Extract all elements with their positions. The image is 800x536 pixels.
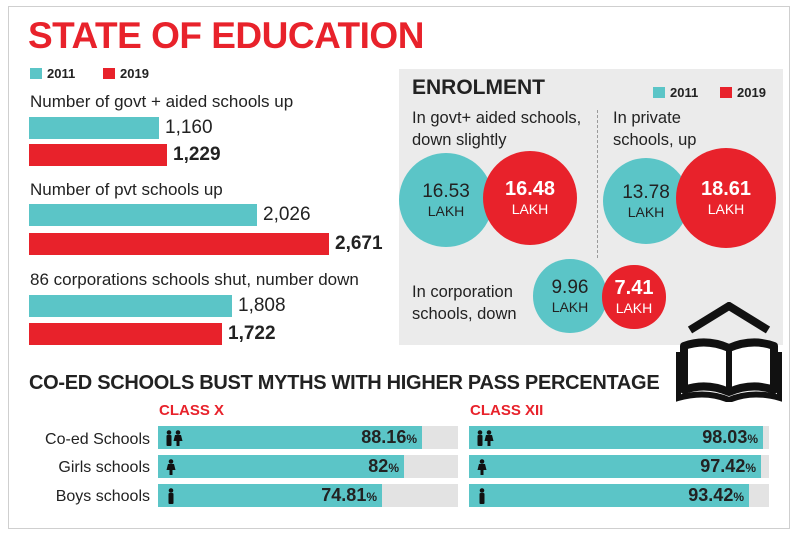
legend-label-2019: 2019 (120, 66, 149, 81)
bar-pvt-2011 (29, 204, 257, 226)
bar-class-x-boys (158, 484, 382, 507)
value-number: 97.42 (700, 456, 746, 476)
bar-track-class-x-girls: 82% (158, 455, 458, 478)
bubble-value-corporation-2011: 9.96 (551, 277, 589, 299)
percent-sign: % (733, 490, 744, 504)
enrolment-label-govt: In govt+ aided schools, down slightly (412, 109, 582, 149)
panel-title-class-xii: CLASS XII (470, 402, 544, 419)
bubble-value-corporation-2019: 7.41 (614, 277, 654, 300)
enrolment-label-private: In private schools, up (613, 109, 697, 149)
bar-class-xii-coed (469, 426, 763, 449)
row-label-girls: Girls schools (58, 459, 150, 476)
value-class-xii-coed: 98.03% (702, 427, 758, 448)
percent-sign: % (388, 461, 399, 475)
value-number: 74.81 (321, 485, 367, 505)
enrolment-legend-swatch-2011 (653, 87, 665, 98)
book-icon (676, 302, 782, 402)
legend-2011: 2011 (30, 66, 75, 81)
bubble-private-2019: 18.61 LAKH (676, 148, 776, 248)
group-label-govt: Number of govt + aided schools up (30, 92, 294, 111)
value-corporation-2011: 1,808 (238, 295, 286, 316)
bubble-value-govt-2019: 16.48 (504, 178, 556, 201)
page-title: STATE OF EDUCATION (28, 15, 424, 56)
value-class-x-coed: 88.16% (361, 427, 417, 448)
legend-label-2011: 2011 (47, 66, 76, 81)
value-pvt-2011: 2,026 (263, 204, 311, 225)
value-number: 93.42 (688, 485, 734, 505)
girl-person-icon (163, 459, 185, 475)
percent-sign: % (747, 432, 758, 446)
coed-people-icon (163, 430, 185, 446)
value-govt-2011: 1,160 (165, 117, 213, 138)
enrolment-title: ENROLMENT (412, 76, 545, 99)
bar-pvt-2019 (29, 233, 329, 255)
bar-class-x-coed (158, 426, 422, 449)
bubble-unit-private-2019: LAKH (707, 201, 745, 218)
value-number: 82 (368, 456, 389, 476)
bar-class-xii-boys (469, 484, 749, 507)
value-class-xii-boys: 93.42% (688, 485, 744, 506)
bubble-value-private-2011: 13.78 (622, 182, 670, 204)
percent-sign: % (745, 461, 756, 475)
percent-sign: % (366, 490, 377, 504)
boy-person-icon (163, 488, 185, 504)
coed-people-icon (474, 430, 496, 446)
bar-govt-2011 (29, 117, 159, 139)
bar-track-class-x-boys: 74.81% (158, 484, 458, 507)
bubble-govt-2011: 16.53 LAKH (398, 152, 494, 248)
infographic-frame (8, 6, 790, 529)
legend-swatch-2011 (30, 68, 42, 79)
bar-track-class-xii-coed: 98.03% (469, 426, 769, 449)
panel-title-class-x: CLASS X (159, 402, 225, 419)
enrolment-legend-2011: 2011 (653, 85, 698, 100)
value-pvt-2019: 2,671 (335, 233, 383, 254)
enrolment-legend-label-2011: 2011 (670, 85, 699, 100)
bubble-unit-govt-2011: LAKH (427, 202, 465, 219)
bar-govt-2019 (29, 144, 167, 166)
legend-swatch-2019 (103, 68, 115, 79)
bar-track-class-xii-boys: 93.42% (469, 484, 769, 507)
boy-person-icon (474, 488, 496, 504)
bar-track-class-x-coed: 88.16% (158, 426, 458, 449)
girl-person-icon (474, 459, 496, 475)
value-class-xii-girls: 97.42% (700, 456, 756, 477)
enrolment-legend-swatch-2019 (720, 87, 732, 98)
bubble-private-2011: 13.78 LAKH (602, 157, 690, 245)
bar-class-x-girls (158, 455, 404, 478)
group-label-corporation: 86 corporations schools shut, number dow… (30, 270, 359, 289)
percent-sign: % (406, 432, 417, 446)
bubble-unit-govt-2019: LAKH (511, 201, 549, 218)
bubble-govt-2019: 16.48 LAKH (482, 150, 578, 246)
enrolment-label-corporation: In corporation schools, down (412, 283, 517, 323)
pass-percentage-title: CO-ED SCHOOLS BUST MYTHS WITH HIGHER PAS… (29, 372, 660, 394)
enrolment-divider (597, 110, 598, 258)
enrolment-legend-label-2019: 2019 (737, 85, 766, 100)
bubble-unit-corporation-2011: LAKH (551, 298, 589, 315)
row-label-boys: Boys schools (55, 488, 150, 505)
value-corporation-2019: 1,722 (228, 323, 276, 344)
value-number: 88.16 (361, 427, 407, 447)
bubble-value-private-2019: 18.61 (700, 178, 752, 201)
value-govt-2019: 1,229 (173, 144, 221, 165)
bar-track-class-xii-girls: 97.42% (469, 455, 769, 478)
group-label-pvt: Number of pvt schools up (30, 180, 223, 199)
bubble-unit-corporation-2019: LAKH (615, 300, 653, 317)
bar-corporation-2019 (29, 323, 222, 345)
bar-class-xii-girls (469, 455, 761, 478)
row-label-coed: Co-ed Schools (45, 431, 150, 448)
bar-corporation-2011 (29, 295, 232, 317)
bubble-unit-private-2011: LAKH (627, 203, 665, 220)
legend-2019: 2019 (103, 66, 149, 81)
bubble-corporation-2019: 7.41 LAKH (602, 265, 666, 329)
enrolment-legend-2019: 2019 (720, 85, 766, 100)
bubble-value-govt-2011: 16.53 (422, 181, 470, 203)
value-class-x-boys: 74.81% (321, 485, 377, 506)
value-number: 98.03 (702, 427, 748, 447)
bubble-corporation-2011: 9.96 LAKH (533, 259, 607, 333)
value-class-x-girls: 82% (368, 456, 399, 477)
